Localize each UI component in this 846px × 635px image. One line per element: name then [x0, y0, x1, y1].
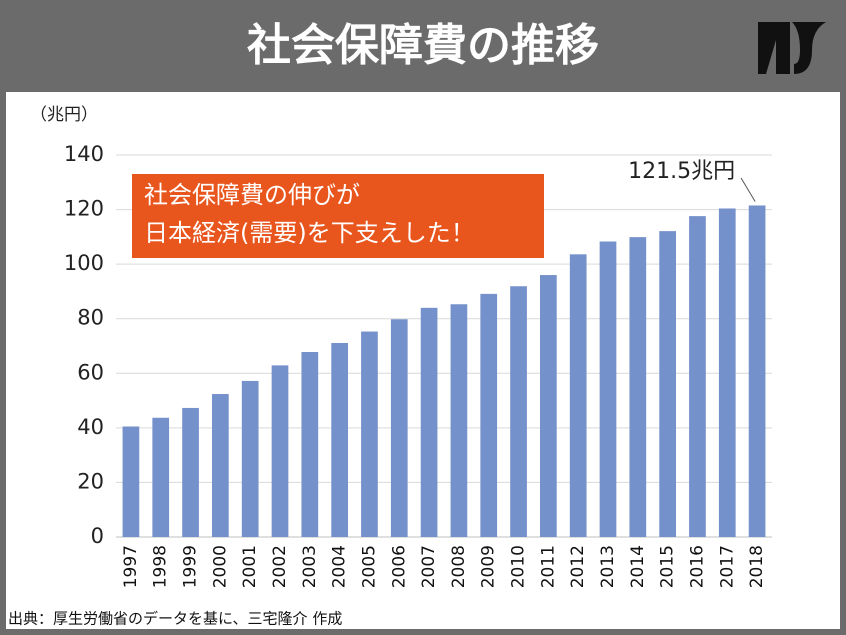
y-tick-label: 0: [91, 524, 104, 548]
bar: [748, 205, 766, 537]
x-tick-label: 2012: [568, 545, 588, 588]
x-tick-label: 2009: [479, 545, 499, 588]
x-tick-label: 2010: [509, 545, 529, 588]
bar: [569, 254, 587, 537]
x-tick-label: 2001: [240, 545, 260, 588]
x-tick-label: 2018: [747, 545, 767, 588]
x-tick-label: 2008: [449, 545, 469, 588]
value-label: 121.5兆円: [628, 159, 735, 184]
x-tick-label: 2011: [538, 545, 558, 588]
bar: [718, 208, 736, 538]
bar: [241, 380, 259, 537]
callout-text: 日本経済(需要)を下支えした！: [144, 219, 475, 247]
y-tick-label: 140: [64, 142, 104, 166]
x-tick-label: 2014: [628, 545, 648, 588]
y-tick-label: 60: [77, 360, 104, 384]
x-tick-label: 1999: [181, 545, 201, 588]
x-tick-label: 2002: [270, 545, 290, 588]
bar: [450, 304, 468, 537]
x-tick-label: 2005: [359, 545, 379, 588]
bar: [331, 342, 348, 537]
x-tick-label: 2003: [300, 545, 320, 588]
callout-text: 社会保障費の伸びが: [144, 181, 360, 209]
page-title: 社会保障費の推移: [247, 20, 599, 71]
bar: [271, 365, 289, 537]
x-tick-label: 1997: [121, 545, 141, 588]
bar: [122, 426, 140, 537]
x-tick-label: 2013: [598, 545, 618, 588]
bar: [689, 216, 706, 537]
x-tick-label: 2000: [210, 545, 230, 588]
bar: [510, 286, 527, 537]
x-tick-label: 2015: [658, 545, 678, 588]
leader-line: [740, 177, 756, 202]
y-axis-unit: （兆円）: [30, 105, 98, 125]
x-tick-label: 2006: [389, 545, 409, 588]
bar: [599, 241, 617, 537]
y-tick-label: 40: [77, 415, 104, 439]
callout-box: [132, 174, 544, 258]
bar: [152, 417, 170, 537]
x-tick-label: 2004: [330, 545, 350, 588]
bar: [301, 352, 319, 537]
x-tick-label: 2017: [717, 545, 737, 588]
bar: [182, 407, 199, 537]
bar: [212, 394, 229, 537]
x-tick-label: 2016: [687, 545, 707, 588]
bar: [480, 293, 498, 537]
x-tick-label: 1998: [151, 545, 171, 588]
y-tick-label: 120: [64, 197, 104, 221]
source-note: 出典：厚生労働省のデータを基に、三宅隆介 作成: [8, 610, 342, 628]
y-tick-label: 20: [77, 469, 104, 493]
bar: [659, 231, 676, 537]
y-tick-label: 100: [64, 251, 104, 275]
logo: [758, 22, 826, 74]
bar: [629, 237, 647, 537]
x-tick-label: 2007: [419, 545, 439, 588]
y-tick-label: 80: [77, 306, 104, 330]
bar: [540, 275, 557, 537]
bar: [390, 319, 408, 537]
bar: [361, 331, 378, 537]
bar: [420, 307, 438, 537]
